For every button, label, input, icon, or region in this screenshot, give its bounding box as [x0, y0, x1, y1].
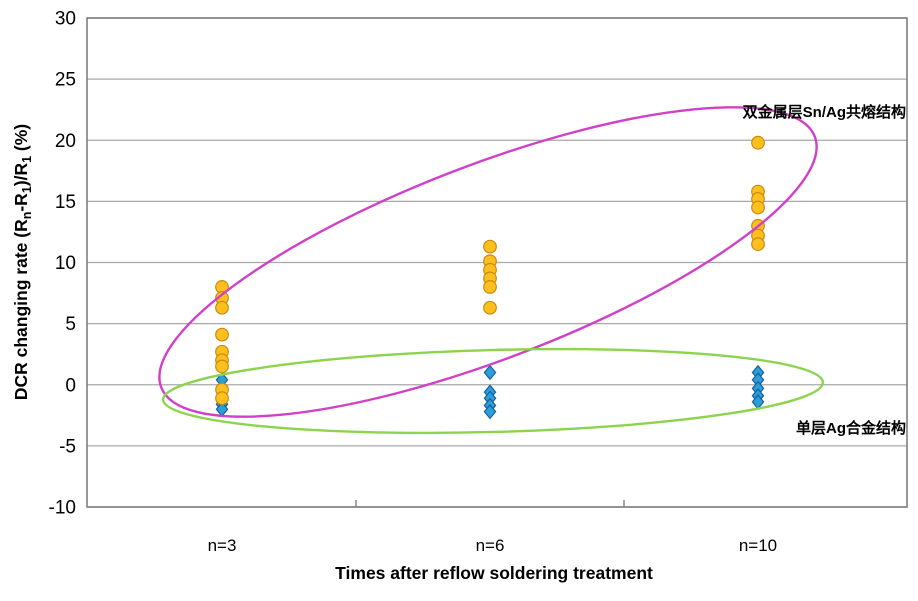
ag-alloy-cluster-ellipse [161, 347, 825, 435]
data-point-circle [215, 391, 229, 406]
series-sn-ag [215, 135, 765, 406]
data-point-circle [483, 300, 497, 315]
plot-border [86, 17, 908, 508]
x-tick-label: n=3 [208, 536, 237, 555]
y-tick-label: 20 [55, 131, 76, 152]
y-axis-title: DCR changing rate (Rn-R1)/R1 (%) [11, 124, 34, 400]
data-point-circle [483, 280, 497, 294]
data-point-circle [751, 135, 765, 150]
data-point-circle [215, 327, 229, 342]
data-point-diamond [483, 364, 497, 381]
data-point-circle [751, 237, 765, 252]
data-point-circle [751, 200, 765, 215]
x-tick-label: n=6 [476, 536, 505, 555]
y-tick-label: 0 [65, 375, 76, 396]
data-point-circle [215, 300, 229, 315]
y-tick-label: -5 [59, 436, 76, 457]
y-tick-label: 5 [65, 314, 76, 335]
sn-ag-cluster-ellipse [158, 106, 818, 418]
data-point-circle [483, 239, 497, 254]
y-tick-label: 10 [55, 253, 76, 274]
y-tick-label: -10 [49, 498, 76, 519]
y-tick-label: 15 [55, 192, 76, 213]
series-ag-alloy [215, 364, 765, 420]
ag-alloy-annotation: 单层Ag合金结构 [796, 419, 906, 437]
y-tick-label: 25 [55, 70, 76, 91]
data-point-diamond [483, 403, 497, 420]
data-point-circle [215, 359, 229, 374]
sn-ag-annotation: 双金属层Sn/Ag共熔结构 [743, 103, 906, 121]
y-tick-label: 30 [55, 9, 76, 30]
x-axis-title: Times after reflow soldering treatment [335, 563, 653, 583]
x-tick-label: n=10 [739, 536, 777, 555]
